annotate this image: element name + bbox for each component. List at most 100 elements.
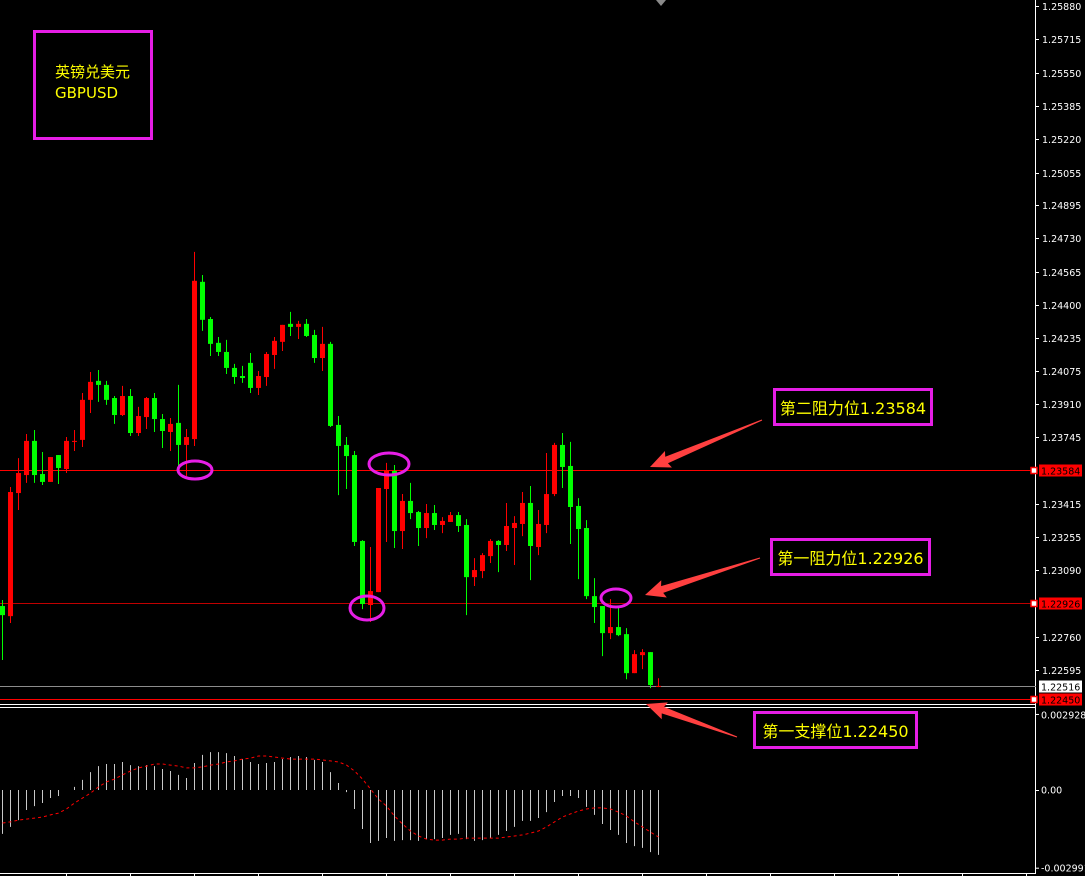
candle[interactable]	[256, 370, 261, 396]
level-handle[interactable]	[1030, 695, 1038, 704]
price-tick-label: 1.25220	[1042, 135, 1081, 146]
candle[interactable]	[640, 649, 645, 670]
candle[interactable]	[272, 336, 277, 369]
candle-body	[32, 440, 37, 476]
candles	[0, 251, 661, 689]
candle[interactable]	[0, 599, 5, 661]
candle[interactable]	[624, 628, 629, 680]
candle[interactable]	[288, 311, 293, 336]
candle[interactable]	[120, 385, 125, 417]
candle[interactable]	[304, 319, 309, 337]
candle[interactable]	[80, 392, 85, 447]
candle[interactable]	[112, 396, 117, 424]
candle[interactable]	[136, 406, 141, 437]
candle[interactable]	[40, 452, 45, 485]
candle[interactable]	[184, 428, 189, 477]
candle[interactable]	[128, 388, 133, 437]
candle[interactable]	[600, 606, 605, 657]
candle[interactable]	[48, 457, 53, 482]
candle-body	[248, 362, 253, 388]
candle[interactable]	[160, 414, 165, 448]
candle[interactable]	[312, 329, 317, 363]
candle[interactable]	[392, 464, 397, 549]
candle[interactable]	[528, 485, 533, 581]
macd-tick-label: 0.00	[1041, 786, 1062, 797]
candle[interactable]	[432, 504, 437, 531]
candle-body	[544, 494, 549, 525]
candle[interactable]	[32, 429, 37, 483]
candle[interactable]	[280, 324, 285, 351]
candle-body	[224, 351, 229, 368]
candle[interactable]	[232, 363, 237, 384]
candle[interactable]	[176, 384, 181, 470]
candle[interactable]	[416, 511, 421, 547]
candle[interactable]	[200, 274, 205, 331]
candle[interactable]	[152, 392, 157, 432]
price-tick-label: 1.24235	[1042, 334, 1081, 345]
candle[interactable]	[536, 510, 541, 556]
candle[interactable]	[16, 458, 21, 511]
candle[interactable]	[544, 453, 549, 534]
candle[interactable]	[24, 434, 29, 483]
level-handle[interactable]	[1030, 466, 1038, 475]
current-price-label: 1.22516	[1041, 683, 1080, 694]
candle[interactable]	[168, 418, 173, 451]
candle-body	[40, 474, 45, 482]
candle[interactable]	[480, 553, 485, 579]
candle[interactable]	[216, 336, 221, 356]
candle[interactable]	[496, 540, 501, 573]
candle[interactable]	[264, 351, 269, 386]
candle[interactable]	[632, 650, 637, 674]
candle[interactable]	[456, 512, 461, 533]
candle[interactable]	[552, 442, 557, 497]
candle[interactable]	[400, 494, 405, 550]
candle[interactable]	[576, 498, 581, 580]
candle[interactable]	[208, 316, 213, 356]
candle[interactable]	[616, 608, 621, 637]
candle[interactable]	[96, 369, 101, 402]
candle[interactable]	[448, 512, 453, 522]
candle-body	[64, 440, 69, 469]
candle[interactable]	[568, 441, 573, 544]
candle[interactable]	[240, 365, 245, 383]
candle[interactable]	[296, 320, 301, 340]
candle-body	[656, 685, 661, 687]
candle[interactable]	[352, 450, 357, 547]
candle[interactable]	[104, 380, 109, 405]
candle[interactable]	[144, 397, 149, 429]
candle[interactable]	[376, 487, 381, 593]
candle[interactable]	[192, 251, 197, 446]
candle[interactable]	[512, 516, 517, 566]
candle[interactable]	[336, 416, 341, 496]
price-tick-label: 1.22760	[1042, 633, 1081, 644]
candle[interactable]	[320, 326, 325, 371]
candle[interactable]	[656, 678, 661, 688]
candle[interactable]	[224, 339, 229, 374]
candle[interactable]	[520, 492, 525, 537]
level-handle[interactable]	[1030, 599, 1038, 608]
candle[interactable]	[440, 517, 445, 534]
candle[interactable]	[328, 341, 333, 427]
candle[interactable]	[472, 558, 477, 587]
candle[interactable]	[464, 519, 469, 616]
candle[interactable]	[368, 547, 373, 623]
candle[interactable]	[424, 503, 429, 539]
candle[interactable]	[248, 352, 253, 393]
candle[interactable]	[360, 540, 365, 610]
candle[interactable]	[64, 437, 69, 474]
candle-body	[176, 422, 181, 445]
chart-shift-marker-icon[interactable]	[656, 0, 666, 6]
candle[interactable]	[488, 539, 493, 563]
candle[interactable]	[504, 502, 509, 552]
candle[interactable]	[560, 433, 565, 488]
candle[interactable]	[56, 455, 61, 484]
candle[interactable]	[408, 482, 413, 520]
candle[interactable]	[88, 371, 93, 413]
candle[interactable]	[592, 578, 597, 624]
candle[interactable]	[584, 520, 589, 600]
candle[interactable]	[344, 437, 349, 490]
candle[interactable]	[72, 429, 77, 451]
candle[interactable]	[648, 652, 653, 689]
candle[interactable]	[8, 486, 13, 624]
